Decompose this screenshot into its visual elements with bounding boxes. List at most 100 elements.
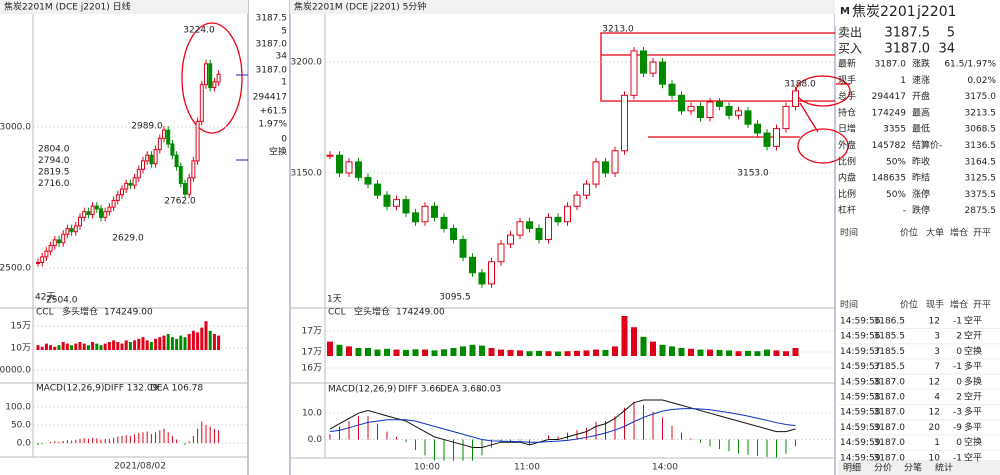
candle xyxy=(90,205,95,215)
panel-title: CCL xyxy=(36,308,54,318)
macd-bar xyxy=(163,428,165,444)
side-value: 294417 xyxy=(253,93,287,103)
macd-bar xyxy=(795,439,796,447)
trade-cell: 20 xyxy=(929,423,941,433)
trade-cell: 3185.5 xyxy=(874,347,906,357)
candle xyxy=(73,225,78,233)
candle xyxy=(78,216,82,227)
volume-bar xyxy=(555,351,561,356)
candle xyxy=(545,216,552,241)
qty: 34 xyxy=(938,42,955,57)
instrument-name: 焦炭2201 xyxy=(852,4,916,20)
volume-bar xyxy=(137,338,141,350)
volume-bar xyxy=(754,351,761,356)
ohlc-legend: 2716.0 xyxy=(38,179,70,189)
side-value: 0 xyxy=(281,135,287,145)
volume-bar xyxy=(175,338,179,350)
quote-value: 3164.5 xyxy=(965,157,997,167)
y-tick-label: 3150.0 xyxy=(291,168,323,178)
candle xyxy=(183,182,187,195)
macd-bar xyxy=(586,427,587,440)
candle xyxy=(212,81,217,89)
y-tick-label: 3000.0 xyxy=(0,123,31,133)
y-tick-label: 3200.0 xyxy=(291,58,323,68)
volume-bar xyxy=(212,334,216,350)
trade-cell: 14:59:58 xyxy=(840,393,881,403)
diff-label: DIFF 3.66 xyxy=(398,385,441,395)
tab[interactable]: 分笔 xyxy=(904,462,922,474)
quote-value: 3355 xyxy=(883,125,906,135)
candle xyxy=(326,154,334,157)
side-value: 34 xyxy=(276,52,288,62)
candle xyxy=(678,94,685,112)
volume-bar xyxy=(488,348,495,356)
y-tick-label: 17万 xyxy=(302,348,322,358)
volume-bar xyxy=(162,335,166,350)
tab[interactable]: 明细 xyxy=(843,462,861,474)
volume-bar xyxy=(450,348,457,356)
trade-cell: 2 xyxy=(956,393,962,403)
volume-bar xyxy=(545,351,552,356)
candle xyxy=(754,123,761,134)
volume-bar xyxy=(61,342,65,350)
column-header: 时间 xyxy=(840,299,858,311)
tab[interactable]: 统计 xyxy=(935,462,953,474)
macd-bar xyxy=(92,437,94,444)
side-value: +61.5 xyxy=(259,107,287,117)
tab[interactable]: 分价 xyxy=(874,463,892,474)
y-tick-label: 15万 xyxy=(11,322,31,332)
quote-label: 最新 xyxy=(838,58,856,70)
trade-cell: 多换 xyxy=(964,375,982,387)
side-value: 3187.0 xyxy=(256,66,288,76)
badge: M xyxy=(840,6,850,17)
macd-bar xyxy=(329,434,331,440)
trade-cell: 0 xyxy=(956,377,962,387)
macd-bar xyxy=(58,441,60,444)
volume-bar xyxy=(40,346,44,350)
price-annotation: 2762.0 xyxy=(164,197,196,207)
trade-cell: 3187.0 xyxy=(874,393,906,403)
volume-bar xyxy=(149,342,153,350)
trade-cell: 3187.0 xyxy=(874,408,906,418)
quote-label: 最高 xyxy=(912,106,930,118)
column-header: 大单 xyxy=(926,227,944,239)
volume-bar xyxy=(517,350,523,356)
price-annotation: 3188.0 xyxy=(784,80,816,90)
side-value: 空换 xyxy=(269,146,287,158)
volume-bar xyxy=(200,327,204,350)
volume-bar xyxy=(593,349,599,356)
volume-bar xyxy=(74,343,78,350)
candle xyxy=(149,154,154,165)
macd-bar xyxy=(339,426,340,440)
volume-bar xyxy=(460,346,466,356)
volume-bar xyxy=(640,336,647,356)
macd-bar xyxy=(681,432,682,440)
low-label: 2504.0 xyxy=(46,296,78,306)
chart-title: 焦炭2201M (DCE j2201) 日线 xyxy=(4,1,131,13)
macd-bar xyxy=(75,439,77,444)
macd-bar xyxy=(367,415,369,440)
trade-cell: 3187.0 xyxy=(874,377,906,387)
macd-bar xyxy=(510,439,511,443)
macd-bar xyxy=(595,421,597,440)
macd-bar xyxy=(197,428,199,444)
macd-bar xyxy=(785,439,787,454)
macd-bar xyxy=(396,436,397,440)
volume-bar xyxy=(65,343,69,350)
diff-line xyxy=(329,399,796,448)
panel-value: 174249.00 xyxy=(104,308,153,318)
quote-value: 2875.5 xyxy=(965,206,997,216)
candle xyxy=(687,105,695,112)
volume-bar xyxy=(166,334,170,350)
candle xyxy=(65,228,70,235)
macd-bar xyxy=(652,411,654,440)
y-tick-label: 17万 xyxy=(302,327,322,337)
trade-cell: -1 xyxy=(953,453,962,463)
quote-value: 50% xyxy=(886,157,906,167)
trade-cell: -1 xyxy=(953,362,962,372)
quote-label: 比例 xyxy=(838,188,856,200)
volume-bar xyxy=(145,340,149,350)
macd-bar xyxy=(415,439,416,451)
